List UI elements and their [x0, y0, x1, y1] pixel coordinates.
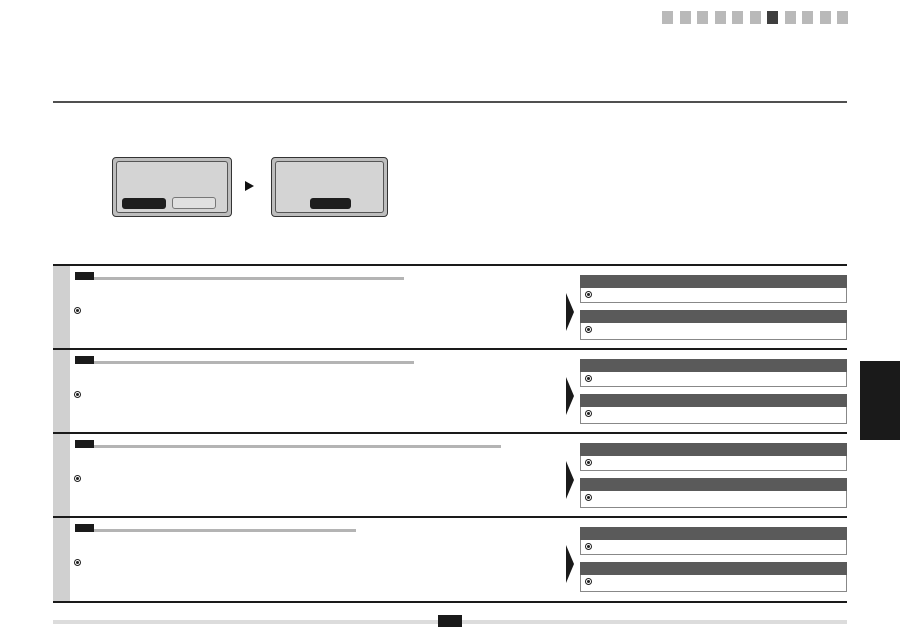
result-box-header	[580, 394, 847, 407]
lcd-screen-before	[112, 157, 232, 217]
heading-rule	[94, 361, 414, 364]
lcd-button-secondary	[172, 197, 216, 209]
result-box-header	[580, 562, 847, 575]
section-row	[53, 432, 847, 518]
heading-rule	[94, 529, 356, 532]
result-box-header	[580, 310, 847, 323]
page-indicator-square	[784, 11, 796, 24]
page-indicator-square	[714, 11, 726, 24]
result-box-body	[580, 323, 847, 340]
result-box	[580, 443, 847, 471]
lcd-screen-after	[271, 157, 388, 217]
right-triangle-icon	[566, 545, 574, 583]
page-indicator-square	[802, 11, 813, 24]
circled-dot-icon	[74, 559, 81, 566]
step-tag	[75, 272, 94, 280]
result-box-header	[580, 478, 847, 491]
result-box-body	[580, 407, 847, 424]
result-box	[580, 310, 847, 340]
page-indicator-square	[749, 11, 761, 24]
section-row	[53, 516, 847, 602]
circled-dot-icon	[585, 375, 592, 382]
step-tag	[75, 440, 94, 448]
circled-dot-icon	[74, 475, 81, 482]
heading-rule	[94, 445, 501, 448]
result-box	[580, 562, 847, 592]
circled-dot-icon	[74, 307, 81, 314]
page-indicator-square	[679, 11, 691, 24]
circled-dot-icon	[585, 494, 592, 501]
chapter-side-tab	[860, 361, 900, 440]
right-triangle-icon	[566, 377, 574, 415]
row-strip	[53, 350, 70, 434]
result-box-header	[580, 443, 847, 456]
section-row	[53, 264, 847, 350]
section-row	[53, 348, 847, 434]
row-strip	[53, 518, 70, 602]
result-box-body	[580, 491, 847, 508]
right-triangle-icon	[566, 293, 574, 331]
page-indicator-square	[732, 11, 743, 24]
result-box-body	[580, 540, 847, 555]
page-indicator-square	[837, 11, 848, 24]
circled-dot-icon	[585, 410, 592, 417]
step-tag	[75, 524, 94, 532]
page-indicator-square	[662, 11, 673, 24]
circled-dot-icon	[585, 326, 592, 333]
circled-dot-icon	[74, 391, 81, 398]
circled-dot-icon	[585, 291, 592, 298]
circled-dot-icon	[585, 543, 592, 550]
result-box-body	[580, 575, 847, 592]
row-strip	[53, 434, 70, 518]
title-rule	[53, 101, 847, 103]
result-box	[580, 478, 847, 508]
page-indicator-square	[767, 11, 778, 24]
page-number-box	[438, 615, 462, 627]
result-box	[580, 275, 847, 303]
step-tag	[75, 356, 94, 364]
result-box-header	[580, 527, 847, 540]
result-box	[580, 527, 847, 555]
result-box-body	[580, 288, 847, 303]
table-bottom-rule	[53, 601, 847, 603]
page-indicator-square	[819, 11, 831, 24]
right-triangle-icon	[566, 461, 574, 499]
lcd-button-primary	[122, 198, 166, 209]
result-box-header	[580, 275, 847, 288]
result-box-body	[580, 456, 847, 471]
result-box	[580, 394, 847, 424]
right-triangle-icon	[245, 181, 254, 191]
result-box-header	[580, 359, 847, 372]
result-box-body	[580, 372, 847, 387]
circled-dot-icon	[585, 578, 592, 585]
result-box	[580, 359, 847, 387]
heading-rule	[94, 277, 404, 280]
row-strip	[53, 266, 70, 350]
lcd-button-primary	[310, 198, 351, 209]
circled-dot-icon	[585, 459, 592, 466]
page-indicator-square	[697, 11, 708, 24]
